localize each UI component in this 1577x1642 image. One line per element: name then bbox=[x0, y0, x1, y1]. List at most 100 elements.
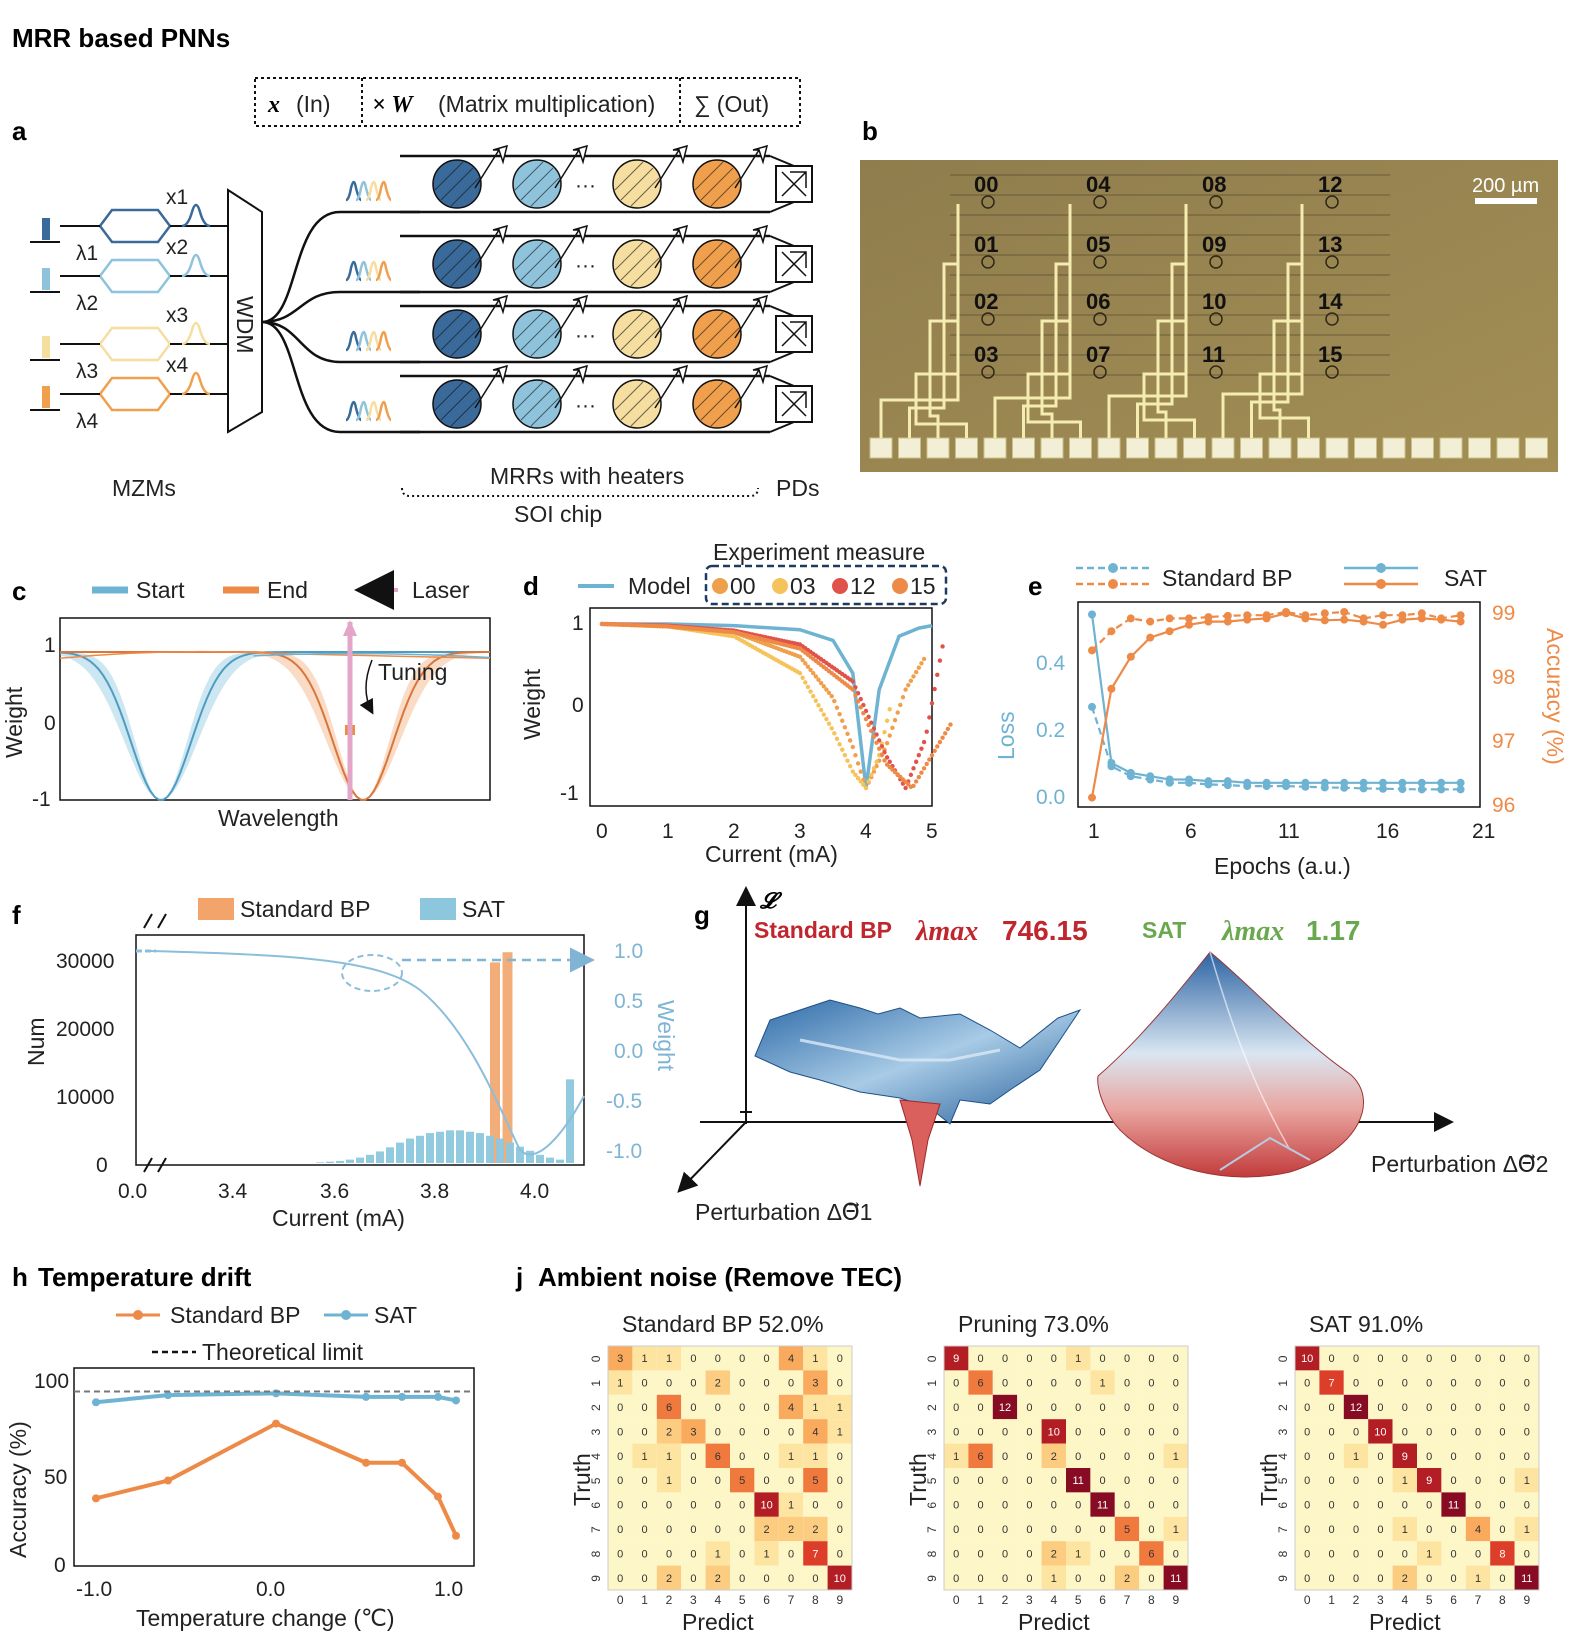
heatmap-cell bbox=[730, 1516, 755, 1542]
heatmap-cell bbox=[608, 1541, 633, 1566]
pd-wire bbox=[769, 421, 795, 433]
cell-value: 1 bbox=[812, 1451, 818, 1463]
cell-value: 0 bbox=[1026, 1378, 1032, 1390]
cell-value: 0 bbox=[1148, 1451, 1154, 1463]
cell-value: 8 bbox=[1499, 1548, 1505, 1560]
heatmap-cell bbox=[827, 1541, 852, 1566]
measure-point-15 bbox=[869, 728, 874, 734]
heatmap-cell bbox=[1514, 1492, 1539, 1517]
bond-pad bbox=[869, 437, 893, 459]
cell-value: 11 bbox=[1097, 1500, 1108, 1512]
h-ylabel: Accuracy (%) bbox=[5, 1421, 31, 1558]
heatmap-cell bbox=[803, 1370, 828, 1395]
ring-hatch bbox=[700, 317, 734, 351]
heater-arrow bbox=[654, 364, 689, 409]
cell-value: 0 bbox=[1051, 1402, 1057, 1414]
cell-value: 1 bbox=[1173, 1451, 1179, 1463]
heatmap-cell bbox=[1163, 1370, 1188, 1395]
ring-hatch bbox=[620, 247, 654, 281]
heatmap-cell bbox=[827, 1565, 852, 1590]
e-ytick-left: 0.0 bbox=[1036, 786, 1065, 809]
series-point bbox=[1185, 620, 1193, 629]
measure-point-15 bbox=[945, 726, 951, 732]
cell-value: 0 bbox=[690, 1548, 696, 1560]
cell-value: 6 bbox=[666, 1402, 672, 1414]
truth-tick: 6 bbox=[589, 1502, 603, 1509]
bond-pad bbox=[1325, 437, 1349, 459]
ring-hatch bbox=[700, 247, 734, 281]
heater-wire bbox=[1026, 372, 1082, 438]
measure-point-00 bbox=[816, 677, 821, 682]
ring-hatch bbox=[520, 247, 554, 281]
heatmap-cell bbox=[944, 1492, 969, 1517]
heatmap-cell bbox=[1114, 1565, 1140, 1590]
sat-lambda: λmax bbox=[1221, 916, 1284, 947]
heatmap-cell bbox=[1295, 1541, 1320, 1566]
predict-tick: 7 bbox=[1475, 1593, 1482, 1607]
cell-value: 9 bbox=[953, 1353, 959, 1365]
heatmap-cell bbox=[1392, 1394, 1417, 1420]
cell-value: 0 bbox=[1124, 1378, 1130, 1390]
ring-hatch bbox=[530, 177, 560, 207]
measure-point-00 bbox=[895, 710, 900, 715]
measure-point-03 bbox=[834, 736, 840, 741]
truth-label: Truth bbox=[569, 1453, 595, 1506]
cell-value: 0 bbox=[617, 1402, 623, 1414]
heatmap-cell bbox=[1114, 1394, 1140, 1420]
heatmap-cell bbox=[1295, 1492, 1320, 1517]
cell-value: 0 bbox=[812, 1500, 818, 1512]
ring-hatch bbox=[440, 247, 474, 281]
cell-value: 6 bbox=[1148, 1548, 1154, 1560]
heatmap-cell bbox=[1295, 1419, 1320, 1444]
predict-tick: 4 bbox=[1401, 1593, 1408, 1607]
ring-hatch bbox=[434, 381, 464, 411]
cell-value: 2 bbox=[1124, 1573, 1130, 1585]
heatmap-cell bbox=[1392, 1468, 1417, 1493]
heatmap-cell bbox=[944, 1565, 969, 1590]
heatmap-cell bbox=[1139, 1492, 1164, 1517]
e-ytick-left: 0.4 bbox=[1036, 652, 1066, 675]
cell-value: 0 bbox=[1499, 1353, 1505, 1365]
truth-tick: 1 bbox=[925, 1380, 939, 1387]
ring-hatch bbox=[694, 161, 724, 191]
cell-value: 0 bbox=[1377, 1475, 1383, 1487]
cell-value: 0 bbox=[690, 1475, 696, 1487]
measure-point-15 bbox=[911, 783, 916, 789]
measure-point-15 bbox=[921, 766, 927, 771]
cell-value: 0 bbox=[1426, 1500, 1432, 1512]
heatmap-cell bbox=[944, 1443, 969, 1468]
cell-value: 0 bbox=[1499, 1573, 1505, 1585]
cell-value: 0 bbox=[1451, 1378, 1457, 1390]
ring-hatch bbox=[434, 241, 464, 271]
predict-tick: 2 bbox=[666, 1593, 673, 1607]
heatmap-cell bbox=[778, 1516, 804, 1542]
cell-value: 0 bbox=[764, 1402, 770, 1414]
ring-index-label: 03 bbox=[974, 342, 998, 367]
cell-value: 3 bbox=[617, 1353, 623, 1365]
heatmap-cell bbox=[608, 1492, 633, 1517]
cell-value: 0 bbox=[1124, 1426, 1130, 1438]
heatmap-cell bbox=[778, 1492, 804, 1517]
heatmap-cell bbox=[656, 1443, 682, 1468]
c-ytick-0: 0 bbox=[44, 712, 56, 735]
heatmap-cell bbox=[1441, 1565, 1466, 1590]
series-point bbox=[398, 1392, 406, 1401]
cell-value: 0 bbox=[1075, 1500, 1081, 1512]
lambda-label: λ1 bbox=[76, 242, 98, 265]
panel-f: f Standard BP SAT 30000 20000 10000 0 1.… bbox=[12, 896, 679, 1231]
heater-arrow bbox=[554, 144, 589, 189]
heatmap-cell bbox=[632, 1541, 657, 1566]
heatmap-cell bbox=[754, 1468, 779, 1493]
panel-d: d Experiment measure Model 00 03 12 15 0 1 … bbox=[519, 539, 953, 867]
cell-value: 0 bbox=[1329, 1353, 1335, 1365]
heatmap-cell bbox=[1417, 1468, 1442, 1493]
series-point bbox=[1223, 777, 1232, 786]
h-xlabel: Temperature change (℃) bbox=[136, 1605, 395, 1631]
h-xtick: -1.0 bbox=[76, 1578, 112, 1601]
cell-value: 10 bbox=[834, 1573, 846, 1585]
cell-value: 0 bbox=[978, 1500, 984, 1512]
bar-sat bbox=[426, 1133, 434, 1163]
heatmap-cell bbox=[730, 1370, 755, 1395]
heatmap-cell bbox=[968, 1541, 993, 1566]
f-xtick: 3.8 bbox=[420, 1180, 449, 1203]
